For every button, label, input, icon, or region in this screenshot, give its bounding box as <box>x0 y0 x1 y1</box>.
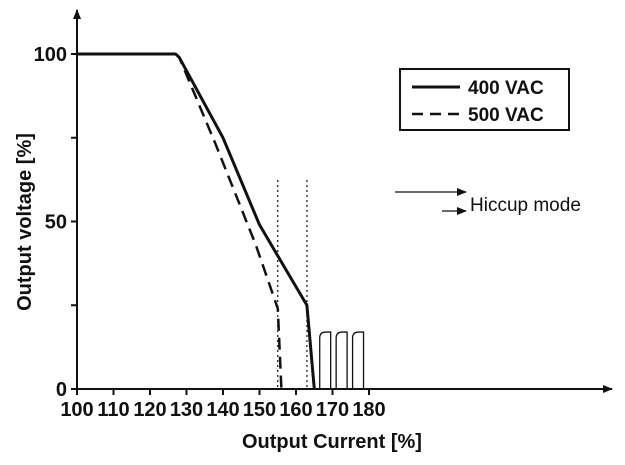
y-axis-title: Output voltage [%] <box>14 133 36 311</box>
x-tick-label: 100 <box>60 399 93 421</box>
x-tick-label: 160 <box>279 399 312 421</box>
hiccup-pulse <box>351 331 365 389</box>
x-tick-label: 110 <box>97 399 129 421</box>
x-tick-label: 140 <box>206 399 239 421</box>
x-tick-label: 150 <box>243 399 276 421</box>
hiccup-mode-label: Hiccup mode <box>470 195 581 216</box>
hiccup-layer <box>277 180 365 389</box>
hiccup-pulse <box>319 331 332 389</box>
legend: 400 VAC 500 VAC <box>399 68 570 131</box>
series-layer <box>77 52 316 390</box>
hiccup-annotation: Hiccup mode <box>395 188 581 216</box>
x-axis-title: Output Current [%] <box>242 431 422 453</box>
x-tick-label: 130 <box>170 399 203 421</box>
legend-box <box>399 68 570 131</box>
legend-label-400vac: 400 VAC <box>468 78 544 99</box>
series-line-500-vac <box>174 53 283 390</box>
y-tick-label: 0 <box>56 379 67 401</box>
x-tick-label: 120 <box>133 399 166 421</box>
y-tick-label: 50 <box>45 212 67 234</box>
x-tick-label: 180 <box>352 399 385 421</box>
y-tick-label: 100 <box>34 44 67 66</box>
hiccup-pulse <box>335 331 348 389</box>
x-tick-label: 170 <box>316 399 349 421</box>
legend-label-500vac: 500 VAC <box>468 105 544 126</box>
axes <box>73 9 613 393</box>
